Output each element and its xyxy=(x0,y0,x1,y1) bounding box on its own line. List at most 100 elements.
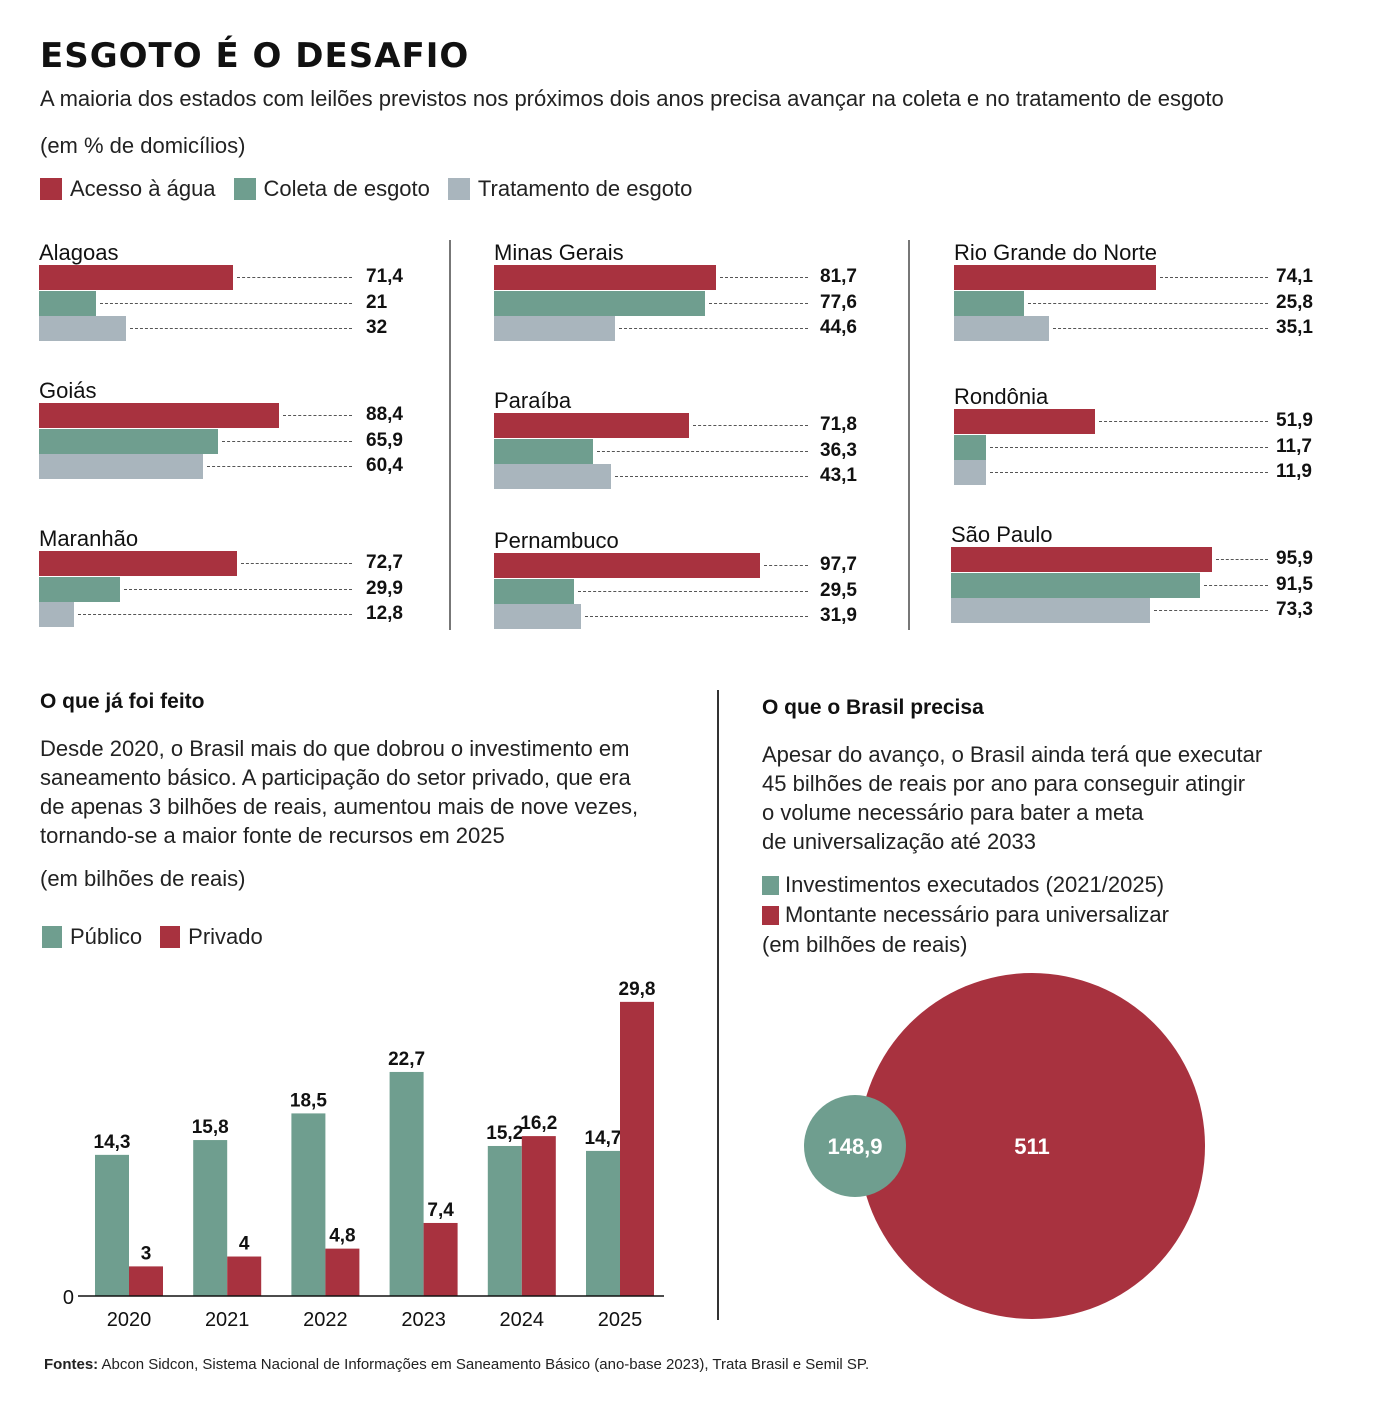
legend-item-executados: Investimentos executados (2021/2025) xyxy=(762,870,1169,900)
leader-line xyxy=(1159,277,1268,278)
value-label: 11,9 xyxy=(1276,461,1312,482)
legend-item-publico: Público xyxy=(42,924,142,950)
bubble-label: 148,9 xyxy=(827,1134,882,1159)
data-label: 14,7 xyxy=(585,1128,622,1149)
data-label: 16,2 xyxy=(520,1113,557,1134)
legend-swatch xyxy=(447,178,470,200)
value-label: 11,7 xyxy=(1276,435,1312,457)
data-label: 29,8 xyxy=(619,979,656,1000)
legend-swatch xyxy=(762,905,779,925)
x-tick-label: 2022 xyxy=(303,1309,348,1331)
bar-agua xyxy=(494,265,717,290)
bar-público xyxy=(487,1145,522,1296)
value-label: 29,5 xyxy=(820,579,857,601)
leader-line xyxy=(584,616,808,617)
bar-coleta xyxy=(494,578,575,604)
bubble-chart: 148,9 511 xyxy=(804,973,1205,1319)
x-tick-label: 2021 xyxy=(205,1309,250,1331)
legend-label: Acesso à água xyxy=(70,176,216,201)
leader-line xyxy=(720,277,808,278)
value-label: 71,4 xyxy=(366,266,403,287)
bar-privado xyxy=(620,1001,654,1296)
value-label: 71,8 xyxy=(820,414,857,435)
leader-line xyxy=(615,476,808,477)
bar-privado xyxy=(129,1266,163,1296)
bar-privado xyxy=(423,1222,458,1296)
leader-line xyxy=(989,446,1268,448)
state-label: Maranhão xyxy=(39,526,139,551)
bar-tratamento xyxy=(39,316,127,341)
column-divider xyxy=(449,240,451,630)
value-label: 31,9 xyxy=(820,605,857,626)
bar-tratamento xyxy=(494,604,581,629)
bar-tratamento xyxy=(494,316,616,341)
bar-coleta xyxy=(39,576,121,602)
bar-público xyxy=(586,1150,620,1296)
legend-label: Tratamento de esgoto xyxy=(477,176,693,201)
leader-line xyxy=(240,563,352,564)
legend-swatch xyxy=(160,926,181,948)
leader-line xyxy=(1154,610,1268,611)
value-label: 60,4 xyxy=(366,455,403,476)
value-label: 21 xyxy=(366,291,388,313)
value-label: 91,5 xyxy=(1276,573,1313,595)
legend-states: Acesso à água Coleta de esgoto Tratament… xyxy=(40,176,692,202)
legend-item-coleta: Coleta de esgoto xyxy=(233,176,430,202)
value-label: 81,7 xyxy=(820,266,857,287)
section-done-unit: (em bilhões de reais) xyxy=(40,866,246,891)
data-label: 18,5 xyxy=(290,1090,327,1111)
legend-bubbles: Investimentos executados (2021/2025) Mon… xyxy=(762,870,1169,960)
value-label: 97,7 xyxy=(820,554,857,575)
leader-line xyxy=(990,472,1268,473)
legend-swatch xyxy=(42,926,62,948)
leader-line xyxy=(1053,328,1268,329)
bar-privado xyxy=(325,1248,360,1296)
bar-tratamento xyxy=(39,454,204,479)
bar-coleta xyxy=(951,572,1200,598)
state-label: Pernambuco xyxy=(494,528,619,553)
legend-label: Coleta de esgoto xyxy=(263,176,430,201)
x-tick-label: 2020 xyxy=(107,1309,152,1331)
data-label: 14,3 xyxy=(94,1132,131,1153)
data-label: 3 xyxy=(141,1243,152,1264)
column-divider xyxy=(908,240,910,630)
bar-coleta xyxy=(954,434,986,460)
legend-label: Investimentos executados (2021/2025) xyxy=(785,872,1165,897)
data-label: 4,8 xyxy=(329,1226,355,1247)
bar-agua xyxy=(951,547,1212,572)
bubble-executados xyxy=(804,1095,906,1197)
state-label: São Paulo xyxy=(951,522,1053,547)
leader-line xyxy=(709,302,808,304)
data-label: 4 xyxy=(239,1234,250,1255)
leader-line xyxy=(237,277,352,278)
leader-line xyxy=(1215,559,1268,560)
leader-line xyxy=(124,588,352,590)
leader-line xyxy=(1028,302,1268,304)
leader-line xyxy=(693,425,808,426)
value-label: 12,8 xyxy=(366,603,403,624)
bar-público xyxy=(389,1071,424,1296)
bar-público xyxy=(291,1113,326,1296)
legend-item-necessario: Montante necessário para universalizar xyxy=(762,900,1169,930)
investment-column-chart: 14,3 3 2020 15,8 4 2021 18,5 4,8 2022 22,7 7,4 2023… xyxy=(63,979,664,1331)
bar-privado xyxy=(521,1136,556,1296)
value-label: 43,1 xyxy=(820,465,857,486)
bar-agua xyxy=(39,265,234,290)
legend-investment: Público Privado xyxy=(42,924,263,950)
bubble-necessario xyxy=(859,973,1205,1319)
sources-label: Fontes: xyxy=(44,1356,99,1373)
unit-label: (em % de domicílios) xyxy=(40,133,246,158)
bar-coleta xyxy=(39,290,97,316)
legend-swatch xyxy=(233,178,256,200)
bar-público xyxy=(95,1154,129,1296)
section-done-text: Desde 2020, o Brasil mais do que dobrou … xyxy=(40,736,639,848)
section-divider xyxy=(717,690,719,1320)
page-title: ESGOTO É O DESAFIO xyxy=(40,36,470,76)
value-label: 73,3 xyxy=(1276,599,1313,620)
bar-privado xyxy=(227,1256,262,1296)
bubble-label: 511 xyxy=(1014,1134,1050,1159)
value-label: 65,9 xyxy=(366,429,403,451)
bar-coleta xyxy=(494,438,593,464)
bar-agua xyxy=(954,409,1096,434)
data-label: 22,7 xyxy=(388,1049,425,1070)
